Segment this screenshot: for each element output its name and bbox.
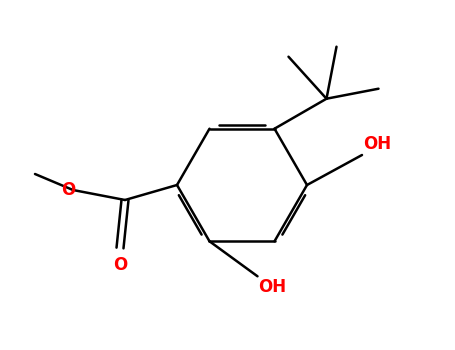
Text: O: O (61, 181, 75, 199)
Text: OH: OH (258, 278, 287, 296)
Text: OH: OH (363, 135, 391, 153)
Text: O: O (113, 256, 127, 274)
